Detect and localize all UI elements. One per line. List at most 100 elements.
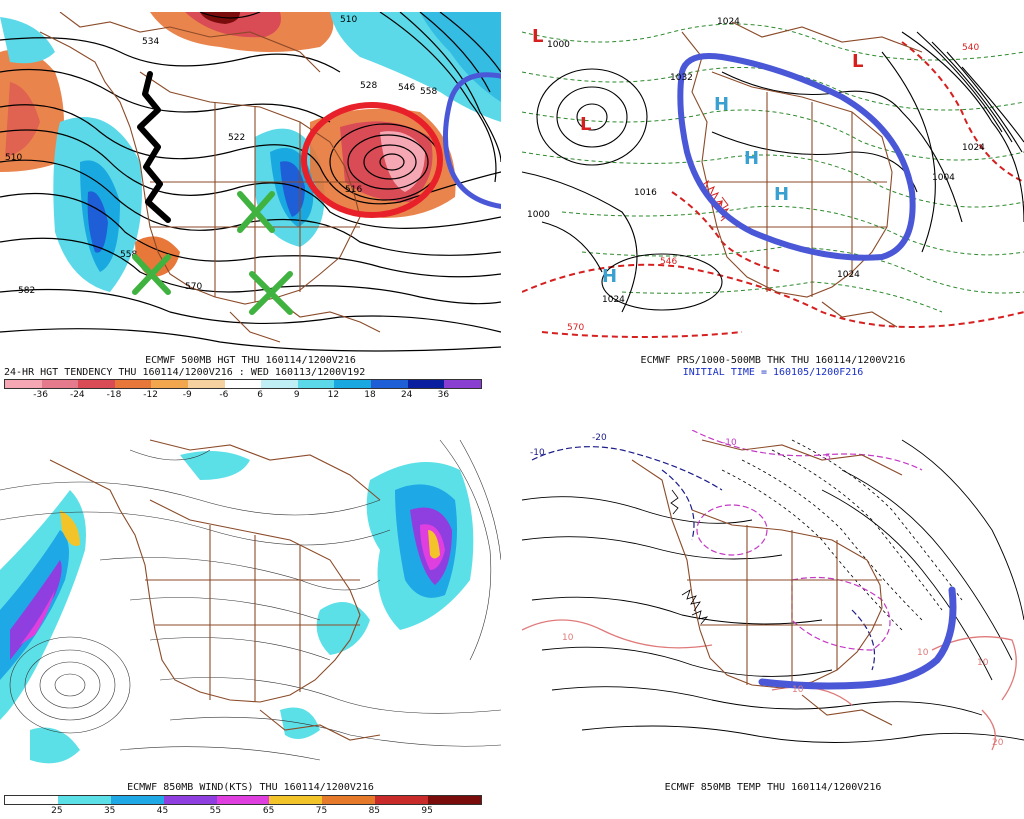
contour-label: 570	[185, 282, 202, 292]
caption-850mb-temp: ECMWF 850MB TEMP THU 160114/1200V216	[664, 782, 882, 793]
wind-swatch	[57, 796, 111, 804]
contour-label: 516	[345, 185, 362, 195]
wind-swatch	[110, 796, 164, 804]
high-pressure-center: H	[744, 148, 759, 169]
tick-label: 9	[293, 390, 300, 400]
tick-label: 65	[262, 806, 275, 816]
thickness-label: 540	[962, 43, 979, 53]
temp-label: 10	[562, 633, 574, 643]
red-circle	[301, 102, 443, 218]
contour-label: 534	[142, 37, 159, 47]
tendency-ticks: -36 -24 -18 -12 -9 -6 6 9 12 18 24 36	[4, 390, 480, 400]
caption-pressure-thickness: ECMWF PRS/1000-500MB THK THU 160114/1200…	[640, 355, 906, 366]
pressure-label: 1032	[670, 73, 693, 83]
high-pressure-center: H	[714, 94, 729, 115]
tick-label: 45	[156, 806, 169, 816]
tendency-colorbar	[4, 379, 482, 389]
black-squiggle	[137, 71, 171, 223]
tendency-swatch	[114, 380, 152, 388]
tick-label: 85	[368, 806, 381, 816]
tick-label: 75	[315, 806, 328, 816]
tick-label: 55	[209, 806, 222, 816]
map-500mb-height: 534 510 522 528 546 558 582 570 510 516 …	[0, 12, 501, 352]
contour-label: 528	[360, 81, 377, 91]
tick-label: 36	[437, 390, 450, 400]
tendency-swatch	[188, 380, 225, 388]
tendency-swatch	[5, 380, 42, 388]
coastlines	[681, 21, 923, 328]
wind-swatch	[216, 796, 270, 804]
tendency-swatch	[224, 380, 262, 388]
pressure-label: 1016	[634, 188, 657, 198]
pressure-label: 1024	[837, 270, 860, 280]
terrain-clutter	[670, 489, 709, 625]
pressure-label: 1024	[717, 17, 740, 27]
pressure-label: 1004	[932, 173, 955, 183]
thickness-label: 546	[660, 257, 677, 267]
temp-label: -5	[822, 453, 831, 463]
high-pressure-center: H	[602, 266, 617, 287]
pressure-label: 1000	[527, 210, 550, 220]
temp-label: -20	[592, 433, 607, 443]
wind-swatch	[428, 796, 482, 804]
tick-label: 25	[51, 806, 63, 816]
isotherms-magenta	[691, 430, 923, 651]
thickness-contours-red	[522, 41, 1024, 338]
tick-label: -12	[143, 390, 158, 400]
isotherms-black	[522, 439, 1024, 743]
green-x-marks	[132, 191, 293, 315]
tick-label: 95	[421, 806, 433, 816]
map-850mb-temp: -10 -20 -10 -5 10 10 10 10 20	[522, 430, 1024, 751]
thickness-label: 570	[567, 323, 584, 333]
contour-label: 510	[5, 153, 22, 163]
isotherms-dashed	[721, 439, 963, 631]
coastlines	[49, 439, 381, 741]
wind-colorbar	[4, 795, 482, 805]
tendency-swatch	[297, 380, 335, 388]
pressure-label: 1024	[962, 143, 985, 153]
tick-label: -9	[182, 390, 192, 400]
temp-label: -10	[530, 448, 545, 458]
tendency-swatch	[41, 380, 79, 388]
temp-label: 20	[992, 738, 1004, 748]
tendency-swatch	[334, 380, 372, 388]
tick-label: -36	[33, 390, 48, 400]
panel-500mb-height: 534 510 522 528 546 558 582 570 510 516 …	[0, 12, 501, 400]
panel-850mb-wind: ECMWF 850MB WIND(KTS) THU 160114/1200V21…	[0, 430, 501, 819]
tendency-swatch	[407, 380, 445, 388]
panel-pressure-thickness: H H H H L L L 1024 1000 1032 1016 1024 1…	[522, 12, 1024, 400]
pressure-label: 1000	[547, 40, 570, 50]
map-850mb-wind	[0, 439, 501, 764]
height-contours	[0, 12, 501, 352]
tendency-swatch	[371, 380, 408, 388]
tick-label: -18	[106, 390, 122, 400]
temp-label: 10	[917, 648, 929, 658]
contour-label: 510	[340, 15, 357, 25]
temp-label: -10	[722, 438, 737, 448]
streamlines	[0, 439, 501, 761]
low-pressure-center: L	[852, 51, 863, 72]
caption-500mb: ECMWF 500MB HGT THU 160114/1200V216	[145, 355, 356, 366]
tendency-shading	[0, 12, 501, 292]
center-label: 1024	[602, 295, 625, 305]
temp-label: 10	[977, 658, 989, 668]
wind-swatch	[5, 796, 58, 804]
isotherms-navy	[531, 446, 876, 671]
wind-swatch	[375, 796, 429, 804]
wind-shading	[0, 451, 474, 764]
map-pressure-thickness: H H H H L L L 1024 1000 1032 1016 1024 1…	[522, 17, 1024, 338]
tick-label: -6	[219, 390, 229, 400]
tick-label: 18	[364, 390, 376, 400]
blue-arc	[442, 72, 501, 209]
coastlines	[631, 439, 903, 726]
tick-label: 6	[257, 390, 263, 400]
contour-label: 582	[18, 286, 35, 296]
wind-ticks: 25 35 45 55 65 75 85 95	[4, 806, 480, 818]
tick-label: -24	[69, 390, 85, 400]
contour-label: 558	[120, 250, 137, 260]
wind-swatch	[163, 796, 217, 804]
tick-label: 12	[327, 390, 340, 400]
contour-label: 522	[228, 133, 245, 143]
wind-swatch	[322, 796, 376, 804]
caption-tendency: 24-HR HGT TENDENCY THU 160114/1200V216 :…	[4, 367, 366, 378]
